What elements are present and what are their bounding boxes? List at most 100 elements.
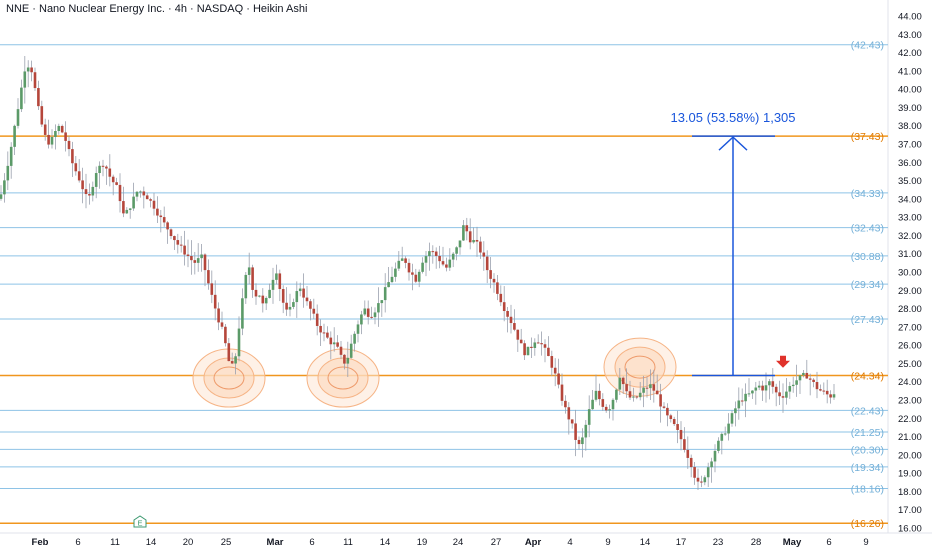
measure-label: 13.05 (53.58%) 1,305 <box>670 110 795 125</box>
candle-body <box>162 217 166 223</box>
candle-body <box>142 191 146 196</box>
candle-body <box>190 256 193 261</box>
candle-body <box>747 393 751 395</box>
candle-body <box>26 67 30 72</box>
candle-body <box>166 222 169 230</box>
candle-body <box>754 387 758 391</box>
candle-body <box>649 384 652 389</box>
x-tick-label: 25 <box>221 537 232 548</box>
candle-body <box>230 361 234 364</box>
level-label: (20.30) <box>851 444 884 456</box>
candle-body <box>200 254 203 259</box>
candle-body <box>302 288 305 298</box>
candle-body <box>360 314 363 325</box>
level-label: (16.26) <box>851 518 884 530</box>
x-tick-label: 20 <box>183 537 194 548</box>
candle-body <box>346 357 350 364</box>
candle-body <box>105 166 108 169</box>
candle-body <box>791 384 795 387</box>
candle-body <box>77 171 81 181</box>
candle-body <box>414 274 418 282</box>
candle-body <box>217 308 220 323</box>
x-tick-label: 9 <box>863 537 868 548</box>
candle-body <box>771 381 775 387</box>
candle-body <box>428 251 431 257</box>
x-tick-label: 9 <box>605 537 610 548</box>
candle-body <box>176 240 180 245</box>
candle-body <box>268 289 271 298</box>
candle-body <box>285 302 288 310</box>
x-tick-label: Feb <box>32 537 49 548</box>
candle-body <box>438 255 441 262</box>
candle-body <box>50 136 54 145</box>
candle-body <box>220 322 224 327</box>
candle-body <box>43 124 47 135</box>
candle-body <box>485 256 489 271</box>
candle-body <box>278 273 282 290</box>
x-tick-label: 24 <box>453 537 464 548</box>
candle-body <box>431 251 435 253</box>
candle-body <box>400 258 404 261</box>
candle-body <box>717 440 720 451</box>
candle-body <box>156 208 159 216</box>
candle-body <box>676 424 679 430</box>
candle-body <box>550 356 554 368</box>
candle-body <box>275 273 278 280</box>
y-tick-label: 42.00 <box>898 48 922 59</box>
candle-body <box>74 163 78 172</box>
candle-body <box>111 176 115 183</box>
candle-body <box>615 389 618 400</box>
candle-body <box>655 390 659 395</box>
candle-body <box>54 130 57 137</box>
candle-body <box>397 260 401 269</box>
y-tick-label: 29.00 <box>898 286 922 297</box>
candle-body <box>213 294 217 309</box>
y-tick-label: 16.00 <box>898 524 922 535</box>
candle-body <box>387 282 390 288</box>
candle-body <box>570 419 574 424</box>
candle-body <box>513 323 516 330</box>
candle-body <box>825 390 829 395</box>
candle-body <box>329 337 333 345</box>
candle-body <box>723 433 727 435</box>
candle-body <box>689 457 693 468</box>
candle-body <box>496 282 499 294</box>
candle-body <box>64 132 67 141</box>
candle-body <box>536 342 540 344</box>
candle-body <box>611 399 615 410</box>
candle-body <box>805 372 809 379</box>
support-circle-inner <box>203 357 255 399</box>
y-tick-label: 43.00 <box>898 30 922 41</box>
candle-body <box>451 253 455 260</box>
candle-body <box>584 424 588 438</box>
candle-body <box>727 423 730 434</box>
x-tick-label: 28 <box>751 537 762 548</box>
candle-body <box>47 134 50 145</box>
candle-body <box>139 191 142 193</box>
x-tick-label: 27 <box>491 537 502 548</box>
candle-body <box>57 125 61 131</box>
candle-body <box>543 344 547 348</box>
candle-body <box>530 346 533 348</box>
event-marker-icon <box>133 515 147 528</box>
candle-body <box>751 390 754 394</box>
candle-body <box>207 270 210 284</box>
candle-body <box>125 209 129 214</box>
candle-body <box>101 165 105 167</box>
y-tick-label: 32.00 <box>898 231 922 242</box>
candle-body <box>224 326 227 344</box>
candle-body <box>683 439 686 450</box>
event-marker-label: E <box>137 519 142 528</box>
y-tick-label: 38.00 <box>898 121 922 132</box>
candle-body <box>621 377 625 385</box>
candle-body <box>564 400 567 408</box>
candle-body <box>696 477 700 482</box>
candle-body <box>193 260 197 263</box>
candle-body <box>829 394 832 398</box>
candle-body <box>16 109 20 126</box>
candle-body <box>128 208 132 210</box>
candle-body <box>591 399 594 410</box>
candle-body <box>757 385 761 388</box>
candle-body <box>462 225 465 241</box>
